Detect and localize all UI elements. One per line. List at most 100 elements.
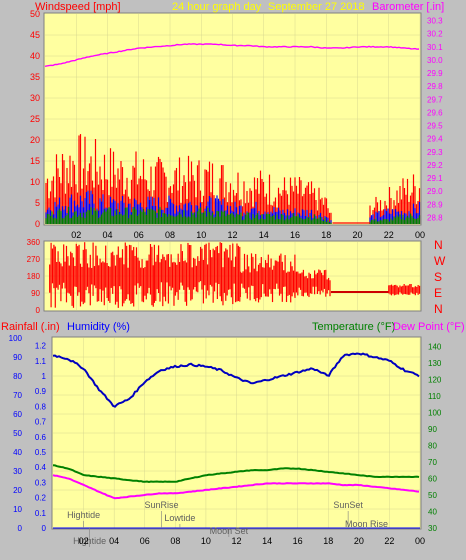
event-label: Moon Set xyxy=(210,526,249,536)
dewpoint-line xyxy=(52,474,420,500)
temperature-y-tick: 80 xyxy=(428,441,437,450)
barometer-y-tick: 29.5 xyxy=(427,122,443,131)
direction-label-w: W xyxy=(434,254,446,268)
climate-series xyxy=(52,352,420,529)
barometer-y-tick: 30.0 xyxy=(427,56,443,65)
rainfall-y-tick: 0 xyxy=(42,524,47,533)
barometer-y-tick: 29.6 xyxy=(427,108,443,117)
wind-x-tick: 16 xyxy=(290,230,300,240)
humidity-y-tick: 0 xyxy=(18,524,23,533)
barometer-y-tick: 30.3 xyxy=(427,17,443,26)
event-label: SunRise xyxy=(145,500,179,510)
barometer-y-tick: 28.9 xyxy=(427,200,443,209)
wind-x-tick: 04 xyxy=(102,230,112,240)
humidity-y-tick: 70 xyxy=(13,391,22,400)
humidity-y-tick: 100 xyxy=(9,334,23,343)
climate-x-tick: 06 xyxy=(140,536,150,546)
humidity-y-tick: 10 xyxy=(13,505,22,514)
humidity-y-tick: 50 xyxy=(13,429,22,438)
climate-x-tick: 04 xyxy=(109,536,119,546)
dewpoint-axis-title: Dew Point (°F) xyxy=(393,321,465,333)
rainfall-y-tick: 0.6 xyxy=(35,433,47,442)
temperature-axis-title: Temperature (°F) xyxy=(312,321,395,333)
event-label: Hightide xyxy=(67,510,100,520)
barometer-y-tick: 29.2 xyxy=(427,161,443,170)
rainfall-y-tick: 1.2 xyxy=(35,342,47,351)
rainfall-axis-title: Rainfall (.in) xyxy=(1,321,60,333)
wind-y-tick: 5 xyxy=(35,198,40,208)
graph-date: September 27 2018 xyxy=(268,1,365,13)
temperature-y-tick: 70 xyxy=(428,458,437,467)
wind-x-tick: 18 xyxy=(321,230,331,240)
barometer-y-tick: 29.9 xyxy=(427,69,443,78)
temperature-y-tick: 120 xyxy=(428,375,442,384)
direction-y-tick: 270 xyxy=(27,255,41,264)
wind-x-tick: 22 xyxy=(384,230,394,240)
temperature-y-tick: 110 xyxy=(428,392,441,401)
event-markers: Hightide SunRise Lowtide Moon Set SunSet Moon… xyxy=(67,500,388,547)
climate-x-tick: 10 xyxy=(201,536,211,546)
climate-x-tick: 02 xyxy=(79,536,89,546)
graph-title: 24 hour graph day xyxy=(172,1,262,13)
temperature-y-tick: 130 xyxy=(428,359,442,368)
temperature-y-tick: 140 xyxy=(428,342,442,351)
wind-x-tick: 02 xyxy=(71,230,81,240)
event-label: Hightide xyxy=(73,536,106,546)
wind-y-tick: 40 xyxy=(30,51,40,61)
tick-labels: 0510152025303540455028.828.929.029.129.2… xyxy=(9,9,443,546)
windspeed-axis-title: Windspeed [mph] xyxy=(35,1,121,13)
climate-x-tick: 16 xyxy=(293,536,303,546)
temperature-y-tick: 100 xyxy=(428,408,442,417)
rainfall-y-tick: 0.4 xyxy=(35,463,47,472)
wind-y-tick: 10 xyxy=(30,177,40,187)
temperature-y-tick: 50 xyxy=(428,491,437,500)
barometer-y-tick: 29.7 xyxy=(427,95,443,104)
event-label: SunSet xyxy=(333,500,363,510)
wind-y-tick: 15 xyxy=(30,156,40,166)
barometer-y-tick: 28.8 xyxy=(427,213,443,222)
climate-x-tick: 08 xyxy=(170,536,180,546)
barometer-y-tick: 29.0 xyxy=(427,187,443,196)
rainfall-y-tick: 0.7 xyxy=(35,418,47,427)
direction-y-tick: 0 xyxy=(36,306,41,315)
rainfall-y-tick: 0.9 xyxy=(35,387,47,396)
rainfall-y-tick: 0.8 xyxy=(35,402,47,411)
direction-series xyxy=(49,242,421,308)
rainfall-y-tick: 1.1 xyxy=(35,357,47,366)
rainfall-y-tick: 0.3 xyxy=(35,478,47,487)
event-label: Moon Rise xyxy=(345,519,388,529)
humidity-y-tick: 20 xyxy=(13,486,22,495)
climate-x-tick: 18 xyxy=(323,536,333,546)
humidity-y-tick: 60 xyxy=(13,410,22,419)
temperature-y-tick: 40 xyxy=(428,507,437,516)
wind-series xyxy=(44,43,421,224)
wind-y-tick: 50 xyxy=(30,9,40,19)
wind-y-tick: 20 xyxy=(30,135,40,145)
wind-x-tick: 12 xyxy=(227,230,237,240)
rainfall-y-tick: 0.5 xyxy=(35,448,47,457)
temperature-y-tick: 60 xyxy=(428,474,437,483)
humidity-y-tick: 80 xyxy=(13,372,22,381)
temperature-y-tick: 30 xyxy=(428,524,437,533)
wind-x-tick: 10 xyxy=(196,230,206,240)
humidity-y-tick: 30 xyxy=(13,467,22,476)
temperature-y-tick: 90 xyxy=(428,425,437,434)
humidity-line xyxy=(52,352,420,408)
wind-x-tick: 14 xyxy=(259,230,269,240)
temperature-line xyxy=(52,464,420,484)
climate-x-tick: 14 xyxy=(262,536,272,546)
barometer-y-tick: 29.4 xyxy=(427,135,443,144)
wind-x-tick: 20 xyxy=(352,230,362,240)
wind-y-tick: 25 xyxy=(30,114,40,124)
barometer-y-tick: 29.3 xyxy=(427,148,443,157)
event-label: Lowtide xyxy=(164,513,195,523)
rainfall-y-tick: 0.2 xyxy=(35,494,47,503)
wind-x-tick: 06 xyxy=(134,230,144,240)
wind-y-tick: 45 xyxy=(30,30,40,40)
climate-x-tick: 00 xyxy=(415,536,425,546)
direction-label-e: E xyxy=(434,286,442,300)
rainfall-y-tick: 1 xyxy=(42,372,47,381)
humidity-axis-title: Humidity (%) xyxy=(67,321,130,333)
